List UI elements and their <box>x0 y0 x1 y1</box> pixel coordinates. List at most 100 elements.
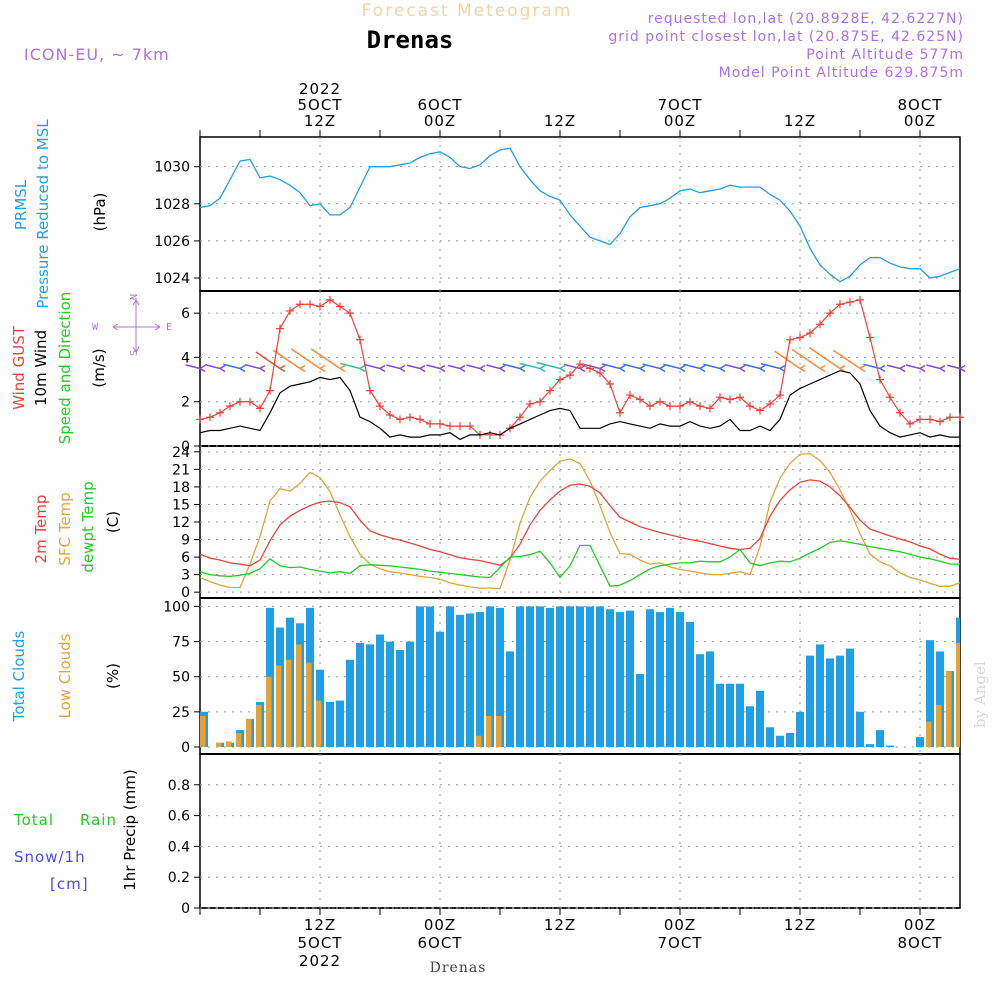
total-cloud-bar <box>376 634 384 747</box>
wind-vector-head <box>739 364 746 373</box>
bottom-time-label: 00Z <box>904 916 936 934</box>
low-cloud-bar <box>926 721 932 747</box>
t2m-label: 2m Temp <box>32 495 50 564</box>
gust-marker <box>876 375 884 384</box>
total-cloud-bar <box>556 606 564 747</box>
gust-marker <box>516 413 524 422</box>
total-cloud-bar <box>436 631 444 747</box>
gust-marker <box>336 302 344 311</box>
total-cloud-bar <box>336 700 344 747</box>
gust-marker <box>866 333 874 342</box>
y-tick-label: 21 <box>172 462 190 478</box>
total-cloud-bar <box>566 606 574 747</box>
top-time-label: 00Z <box>904 112 936 130</box>
location-title: Drenas <box>367 26 454 54</box>
top-time-label: 7OCT <box>658 96 703 114</box>
gust-marker <box>276 324 284 333</box>
wind-vector-head <box>199 364 206 373</box>
gust-marker <box>366 386 374 395</box>
total-cloud-bar <box>886 745 894 747</box>
wind-vector-head <box>899 364 906 373</box>
wind-gust-label: Wind GUST <box>10 325 28 410</box>
pressure-panel-labels: PRMSL Pressure Reduced to MSL (hPa) <box>12 119 109 309</box>
wind-vector-head <box>319 364 326 373</box>
gust-marker <box>916 415 924 424</box>
low-cloud-bar <box>306 662 312 747</box>
wind-vector <box>426 364 441 370</box>
wind-vector <box>272 349 301 370</box>
gust-marker <box>536 397 544 406</box>
y-tick-label: 1024 <box>154 271 190 287</box>
total-cloud-bar <box>406 641 414 747</box>
gust-marker <box>266 386 274 395</box>
low-cloud-bar <box>276 665 282 747</box>
wind-vector-head <box>519 364 526 373</box>
compass-n: N <box>129 294 140 300</box>
gust-marker <box>376 402 384 411</box>
y-tick-label: 24 <box>172 445 190 461</box>
total-cloud-bar <box>816 644 824 747</box>
total-cloud-bar <box>456 614 464 747</box>
gust-marker <box>446 422 454 431</box>
wind-vector-head <box>379 364 386 373</box>
wind-vector-head <box>799 364 806 373</box>
gust-marker <box>706 404 714 413</box>
bottom-time-label: 12Z <box>304 916 336 934</box>
y-tick-label: 0 <box>181 901 190 917</box>
wind-vector <box>466 364 481 370</box>
wind-vector <box>947 364 961 370</box>
wind-vector-head <box>719 364 726 373</box>
gust-marker <box>896 408 904 417</box>
total-cloud-bar <box>766 727 774 747</box>
gust-marker <box>946 413 954 422</box>
low-cloud-bar <box>200 716 206 747</box>
gust-marker <box>466 422 474 431</box>
wind-vector <box>663 363 681 370</box>
gust-marker <box>566 371 574 380</box>
low-cloud-bar <box>296 644 302 747</box>
gust-marker <box>716 393 724 402</box>
low-clouds-label: Low Clouds <box>56 633 74 718</box>
meteogram-subtitle: Forecast Meteogram <box>362 1 573 21</box>
bottom-time-label: 8OCT <box>898 934 943 952</box>
gust-marker <box>216 408 224 417</box>
gust-marker <box>246 397 254 406</box>
gust-marker <box>766 399 774 408</box>
requested-coords: requested lon,lat (20.8928E, 42.6227N) <box>648 11 964 27</box>
y-tick-label: 0.2 <box>168 870 190 886</box>
total-cloud-bar <box>366 644 374 747</box>
wind-vector-head <box>279 364 286 373</box>
wind-vector-head <box>239 364 246 373</box>
gust-marker <box>326 295 334 304</box>
total-cloud-bar <box>656 612 664 747</box>
wind-vector <box>185 364 201 370</box>
dewpt-label: dewpt Temp <box>79 481 97 572</box>
model-point-altitude: Model Point Altitude 629.875m <box>719 65 964 81</box>
wind-vector-head <box>659 364 666 373</box>
wind-vector <box>486 364 501 370</box>
wind-panel-labels: Wind GUST 10m Wind Speed and Direction (… <box>10 292 172 445</box>
total-cloud-bar <box>736 683 744 747</box>
total-cloud-bar <box>666 607 674 747</box>
gust-marker <box>436 419 444 428</box>
total-cloud-bar <box>786 732 794 747</box>
y-tick-label: 6 <box>181 550 190 566</box>
gust-marker <box>526 399 534 408</box>
gust-marker <box>666 402 674 411</box>
y-tick-label: 0.8 <box>168 778 190 794</box>
total-cloud-bar <box>796 711 804 747</box>
y-tick-label: 2 <box>181 395 190 411</box>
gust-marker <box>286 306 294 315</box>
gust-marker <box>626 391 634 400</box>
total-cloud-bar <box>616 612 624 747</box>
total-cloud-bar <box>466 613 474 747</box>
gust-marker <box>236 397 244 406</box>
wind-10m-label: 10m Wind <box>32 330 50 406</box>
wind-vector <box>926 364 941 370</box>
gust-marker <box>956 413 964 422</box>
total-cloud-bar <box>586 606 594 747</box>
pressure-unit: (hPa) <box>91 193 109 232</box>
y-tick-label: 6 <box>181 306 190 322</box>
watermark: by Angel <box>971 661 989 728</box>
wind-vector <box>519 362 541 370</box>
